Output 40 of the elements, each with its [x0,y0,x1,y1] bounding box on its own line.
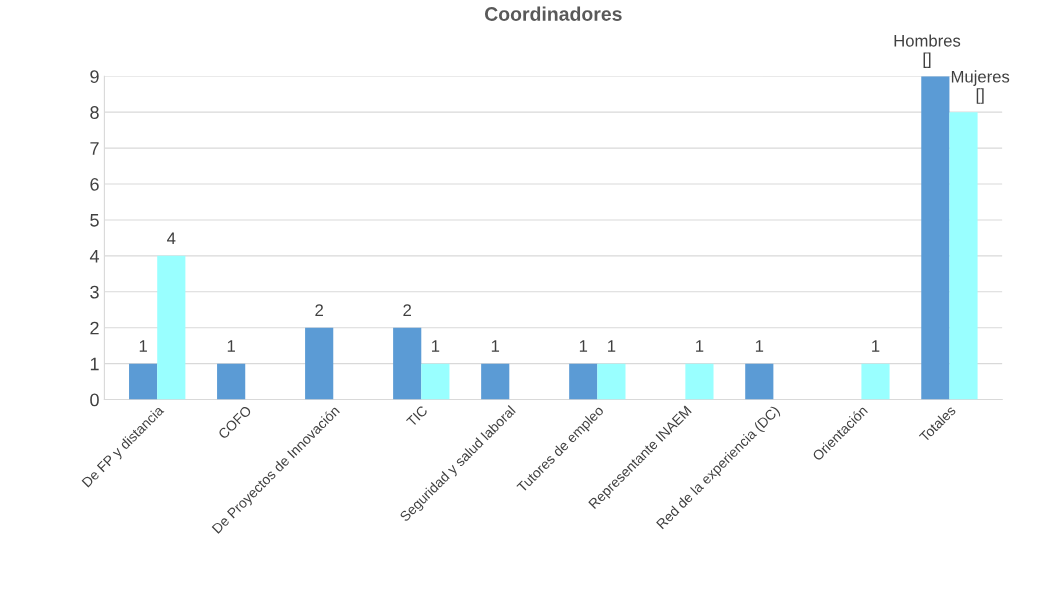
data-label: Mujeres [] [951,70,1010,104]
bar [157,255,186,400]
y-tick-label: 5 [90,214,99,227]
data-label: 1 [139,340,147,352]
data-label: 1 [755,340,764,352]
data-label: 1 [696,340,704,352]
y-tick-label: 2 [90,321,99,335]
y-tick-label: 7 [90,142,99,155]
data-label: 1 [432,340,440,352]
y-tick-label: 0 [90,393,99,407]
y-tick-label: 9 [90,70,99,83]
data-label: 1 [872,340,880,352]
bar [129,363,158,400]
bar [305,327,334,400]
y-tick-label: 3 [90,285,99,299]
x-tick-label: TIC [405,405,429,428]
bar [217,363,246,400]
bar [861,363,890,400]
data-label: 1 [579,340,588,352]
chart-title: Coordinadores [484,6,622,21]
bar [685,363,714,400]
y-tick-label: 4 [89,249,100,263]
data-label: 4 [167,232,176,245]
data-label: 1 [608,340,616,352]
y-tick-label: 6 [90,177,99,191]
y-tick-label: 1 [90,357,99,371]
data-label: 2 [315,304,323,316]
data-label: 2 [403,304,411,316]
bar [569,363,598,400]
data-label: Hombres [] [894,34,961,68]
bar [393,327,422,400]
data-label: 1 [227,340,235,352]
y-tick-label: 8 [90,106,99,119]
bar [949,112,978,400]
bar [597,363,626,400]
bar [745,363,774,400]
data-label: 1 [491,340,500,352]
bar [921,76,950,400]
bar [421,363,450,400]
bar [481,363,510,400]
